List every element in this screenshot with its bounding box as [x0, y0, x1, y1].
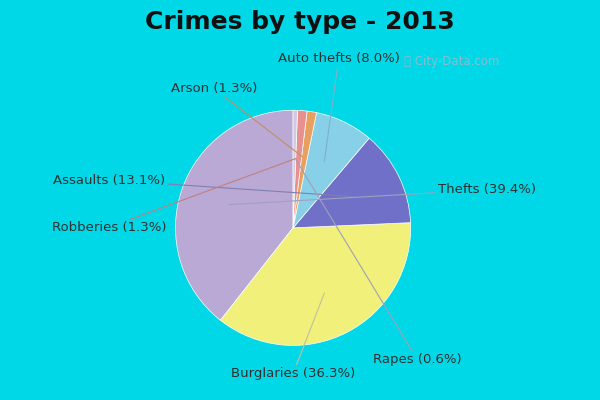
Text: Crimes by type - 2013: Crimes by type - 2013	[145, 12, 455, 36]
Text: Thefts (39.4%): Thefts (39.4%)	[229, 183, 536, 205]
Text: Auto thefts (8.0%): Auto thefts (8.0%)	[278, 52, 400, 162]
Text: Rapes (0.6%): Rapes (0.6%)	[296, 160, 462, 366]
Text: Arson (1.3%): Arson (1.3%)	[171, 82, 302, 156]
Wedge shape	[293, 110, 307, 228]
Text: ⓘ City-Data.com: ⓘ City-Data.com	[404, 55, 499, 68]
Wedge shape	[293, 111, 317, 228]
Wedge shape	[293, 110, 298, 228]
Text: Burglaries (36.3%): Burglaries (36.3%)	[231, 293, 355, 380]
Text: Crimes by type - 2013: Crimes by type - 2013	[145, 10, 455, 34]
Text: Robberies (1.3%): Robberies (1.3%)	[52, 158, 296, 234]
Wedge shape	[176, 110, 293, 320]
Wedge shape	[293, 113, 369, 228]
Wedge shape	[220, 223, 410, 346]
Text: Assaults (13.1%): Assaults (13.1%)	[53, 174, 353, 197]
Wedge shape	[293, 138, 410, 228]
